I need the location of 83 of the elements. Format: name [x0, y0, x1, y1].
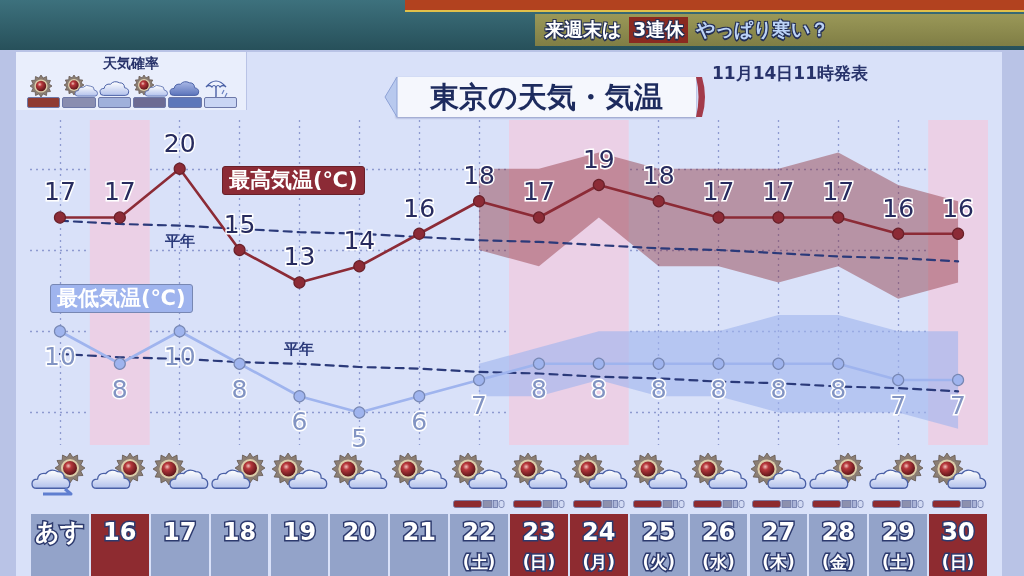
text: 11月14日11時発表 [712, 63, 868, 83]
data-label: 17 [762, 177, 795, 207]
point [472, 373, 486, 387]
data-label: 20 [163, 128, 196, 158]
point [293, 276, 306, 289]
point [892, 227, 905, 240]
data-label: 8 [650, 374, 667, 404]
point [113, 357, 126, 370]
data-label: 10 [44, 342, 76, 372]
point [353, 260, 366, 273]
data-label: 16 [942, 193, 974, 223]
point [892, 373, 905, 387]
data-label: 16 [403, 193, 436, 223]
data-label: 6 [291, 407, 308, 437]
point [772, 211, 785, 224]
point [233, 357, 246, 370]
point [532, 211, 546, 224]
point [53, 211, 67, 224]
point [353, 406, 366, 419]
x-tick-label: 29 (土) [881, 518, 915, 572]
x-tick-label: 30 (日) [941, 518, 975, 572]
x-tick-label: 18 [222, 518, 257, 546]
x-tick-label: 19 [282, 518, 317, 546]
x-tick-label: 17 [162, 518, 197, 546]
data-label: 17 [822, 177, 855, 207]
data-label: 19 [582, 144, 615, 174]
x-tick-label: あす [34, 518, 85, 546]
point [951, 373, 965, 387]
point [772, 357, 785, 370]
data-label: 16 [882, 193, 915, 223]
data-label: 7 [950, 391, 967, 421]
text: 天気確率 [102, 54, 160, 72]
point [592, 178, 605, 192]
x-tick-label: 27 (木) [761, 518, 796, 572]
point [832, 211, 845, 224]
point [293, 390, 306, 403]
point [173, 162, 186, 175]
point [173, 325, 186, 338]
x-tick-label: 28 (金) [821, 518, 856, 572]
x-tick-label: 26 (水) [701, 518, 736, 572]
point [832, 357, 845, 370]
data-label: 14 [343, 226, 376, 256]
point [413, 227, 426, 240]
series-label: 平年 [284, 339, 315, 358]
caption-bar: 来週末は 3連休 やっぱり寒い？ [535, 14, 1024, 46]
series-label: 平年 [164, 231, 195, 250]
point [53, 325, 67, 338]
point [712, 211, 725, 224]
data-label: 5 [351, 423, 368, 453]
point [233, 243, 246, 257]
data-label: 17 [103, 177, 136, 207]
point [652, 357, 665, 370]
data-label: 8 [530, 374, 547, 404]
point [652, 195, 665, 208]
point [592, 357, 605, 370]
data-label: 8 [710, 374, 727, 404]
point [113, 211, 126, 224]
x-tick-label: 20 [342, 518, 377, 546]
x-tick-label: 21 [402, 518, 436, 546]
point [472, 195, 486, 208]
point [413, 390, 426, 403]
data-label: 13 [283, 242, 316, 272]
series-label: 最高気温(℃) [222, 166, 365, 195]
data-label: 17 [523, 177, 555, 207]
x-tick-label: 24 (月) [582, 518, 616, 572]
x-tick-label: 25 (火) [641, 518, 676, 572]
data-label: 17 [702, 177, 735, 207]
data-label: 17 [44, 177, 76, 207]
x-tick-label: 23 (日) [522, 518, 556, 572]
data-label: 6 [411, 407, 428, 437]
x-tick-label: 16 [103, 518, 137, 546]
data-label: 7 [471, 391, 488, 421]
series-label: 最低気温(℃) [50, 284, 193, 313]
data-label: 8 [770, 374, 787, 404]
data-label: 8 [231, 374, 248, 404]
data-label: 7 [890, 391, 907, 421]
data-label: 8 [111, 374, 128, 404]
point [951, 227, 965, 240]
data-label: 8 [590, 374, 607, 404]
data-label: 18 [642, 161, 675, 191]
x-tick-label: 22 (土) [462, 518, 496, 572]
point [712, 357, 725, 370]
point [532, 357, 546, 370]
